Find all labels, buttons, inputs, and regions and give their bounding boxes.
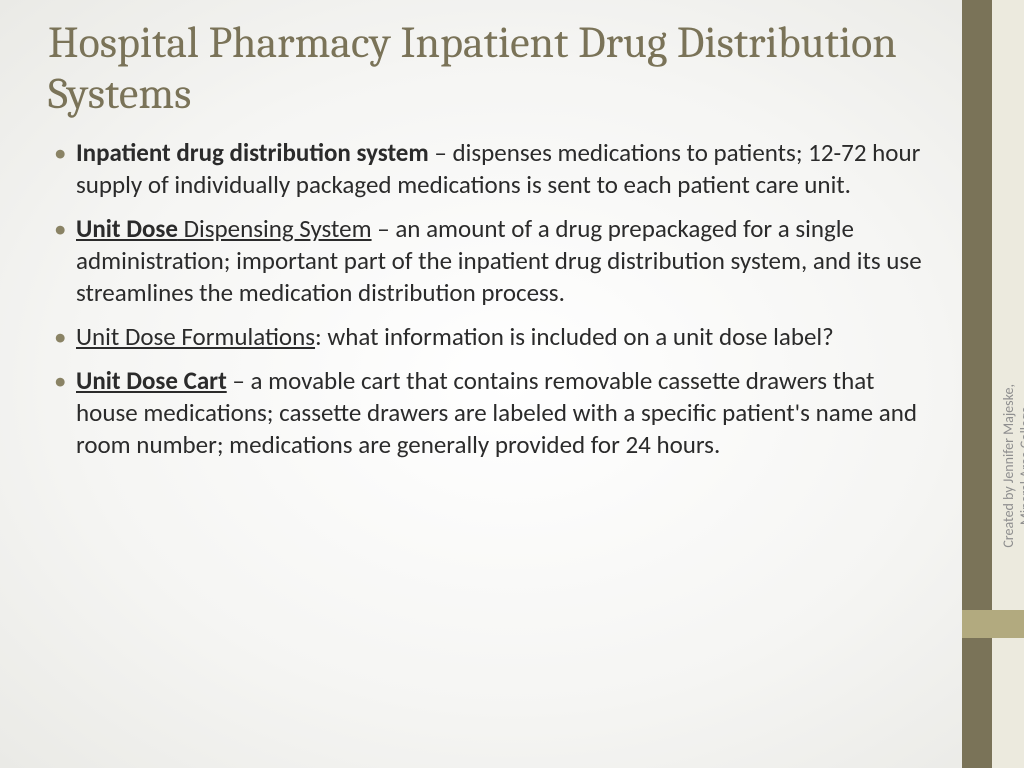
credit-line1: Created by Jennifer Majeske, [1000, 384, 1017, 548]
credit-line2: Mineral Area College [1018, 384, 1024, 548]
bullet-list: Inpatient drug distribution system – dis… [48, 137, 928, 461]
slide-title: Hospital Pharmacy Inpatient Drug Distrib… [48, 18, 928, 119]
bullet-item: Unit Dose Dispensing System – an amount … [48, 213, 928, 309]
content-area: Hospital Pharmacy Inpatient Drug Distrib… [48, 18, 928, 473]
slide: Created by Jennifer Majeske, Mineral Are… [0, 0, 1024, 768]
bullet-item: Unit Dose Formulations: what information… [48, 321, 928, 353]
sidebar-dark-stripe [962, 0, 992, 768]
sidebar-accent-block [962, 610, 1024, 638]
bullet-item: Inpatient drug distribution system – dis… [48, 137, 928, 201]
bullet-lead: Unit Dose Cart [76, 365, 227, 396]
bullet-mid: Dispensing System [178, 213, 372, 244]
bullet-lead: Inpatient drug distribution system [76, 137, 429, 168]
bullet-mid: Unit Dose Formulations [76, 321, 315, 352]
bullet-rest: : what information is included on a unit… [315, 321, 834, 352]
credit-text: Created by Jennifer Majeske, Mineral Are… [1001, 384, 1024, 548]
bullet-lead: Unit Dose [76, 213, 178, 244]
bullet-item: Unit Dose Cart – a movable cart that con… [48, 365, 928, 461]
